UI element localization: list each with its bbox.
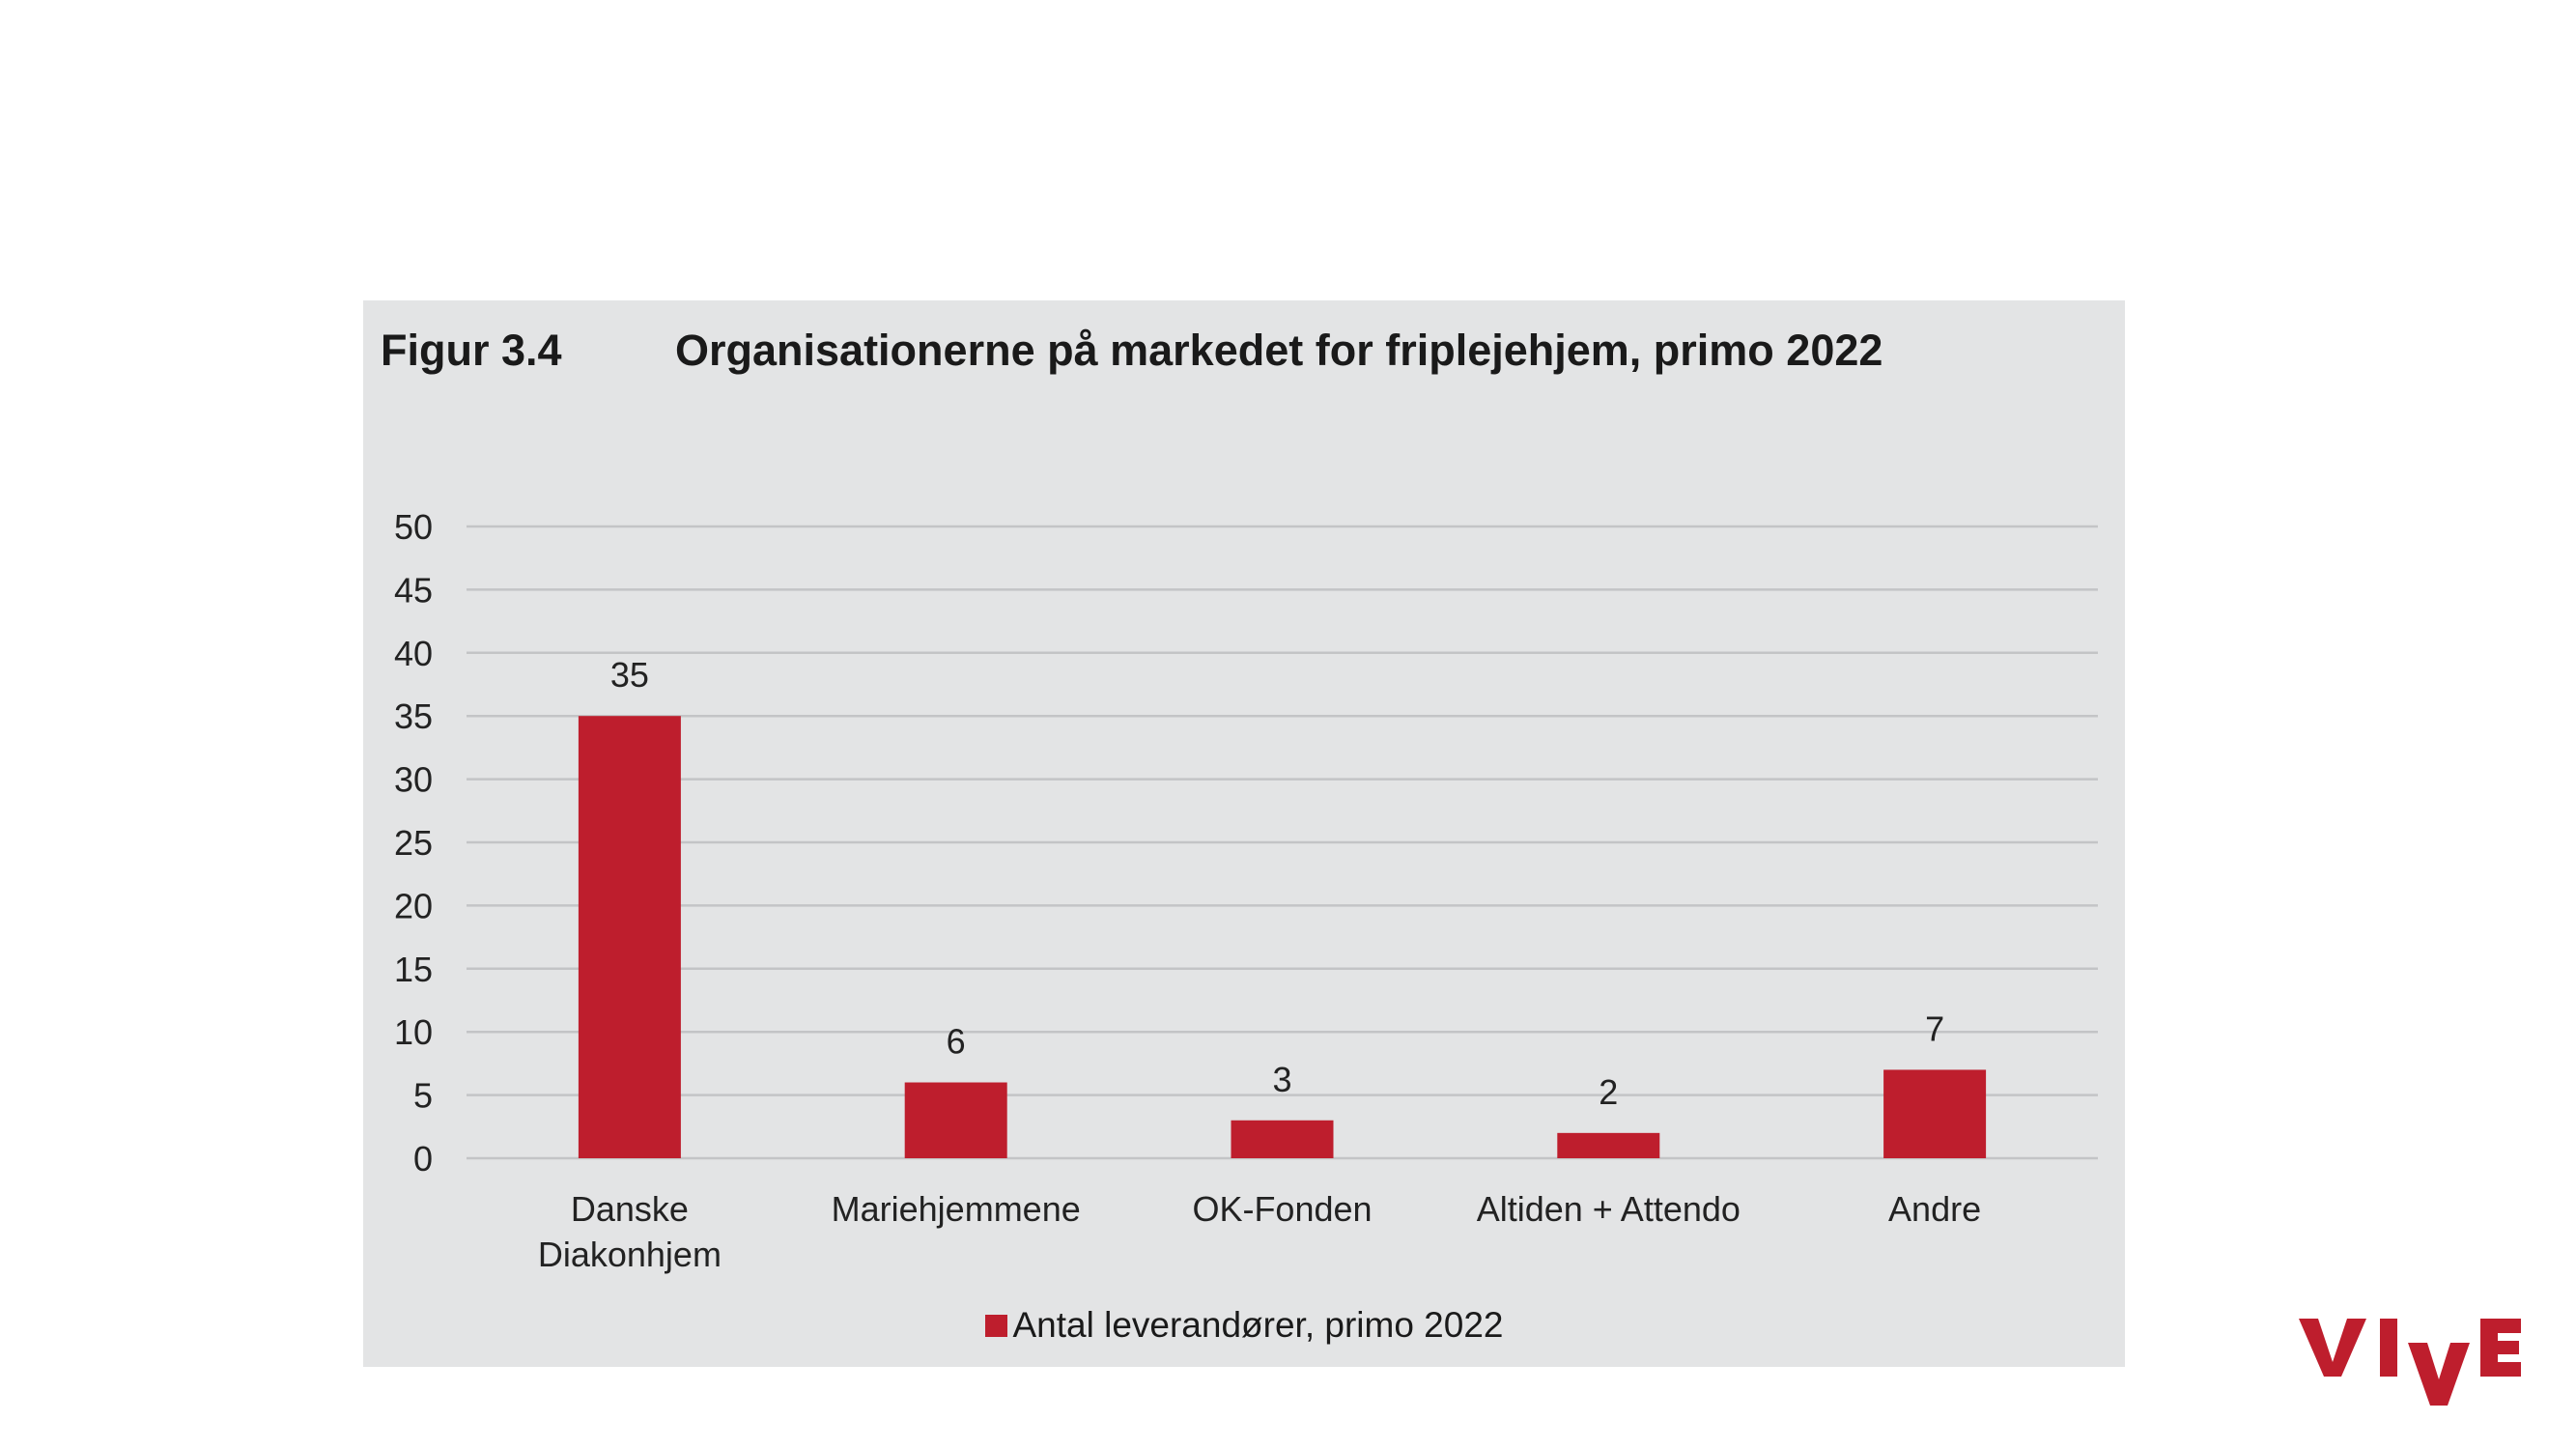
bar [578, 716, 681, 1158]
y-tick-label: 50 [394, 507, 433, 547]
y-tick-label: 40 [394, 634, 433, 673]
logo-letter-v1 [2299, 1319, 2366, 1377]
vive-logo [2299, 1319, 2521, 1406]
figure-number: Figur 3.4 [381, 326, 562, 375]
x-tick-label: Altiden + Attendo [1477, 1189, 1741, 1229]
legend-label: Antal leverandører, primo 2022 [1012, 1305, 1504, 1345]
data-label: 3 [1272, 1060, 1291, 1099]
bar-chart: 0 5 10 15 20 25 30 35 40 45 50 35 Danske Diakonhjem 6 M… [394, 507, 2098, 1274]
y-tick-label: 0 [413, 1139, 433, 1179]
x-tick-label: OK-Fonden [1192, 1189, 1372, 1229]
y-tick-label: 35 [394, 696, 433, 736]
x-tick-label: Danske Diakonhjem [538, 1189, 722, 1274]
legend: Antal leverandører, primo 2022 [363, 1305, 2125, 1346]
logo-letter-v2 [2408, 1343, 2470, 1406]
x-tick-label: Mariehjemmene [832, 1189, 1081, 1229]
logo-letter-i [2380, 1319, 2397, 1377]
figure-panel: Figur 3.4 Organisationerne på markedet fo… [363, 300, 2125, 1367]
data-label: 35 [610, 655, 649, 695]
bar [904, 1082, 1007, 1158]
figure-title: Figur 3.4 Organisationerne på markedet fo… [381, 326, 1882, 376]
y-tick-label: 30 [394, 760, 433, 800]
bar [1557, 1132, 1660, 1158]
bar [1231, 1120, 1334, 1158]
y-tick-label: 15 [394, 950, 433, 989]
legend-swatch [984, 1315, 1007, 1337]
bar [1883, 1069, 1987, 1158]
data-label: 7 [1925, 1009, 1944, 1048]
y-tick-label: 45 [394, 570, 433, 610]
y-tick-label: 25 [394, 823, 433, 863]
data-label: 6 [947, 1022, 966, 1062]
x-tick-label: Andre [1888, 1189, 1981, 1229]
y-tick-label: 20 [394, 886, 433, 925]
figure-title-text: Organisationerne på markedet for friplej… [675, 326, 1883, 375]
data-label: 2 [1599, 1072, 1618, 1112]
logo-letter-e [2480, 1319, 2521, 1377]
y-tick-label: 10 [394, 1012, 433, 1052]
y-tick-label: 5 [413, 1076, 433, 1116]
